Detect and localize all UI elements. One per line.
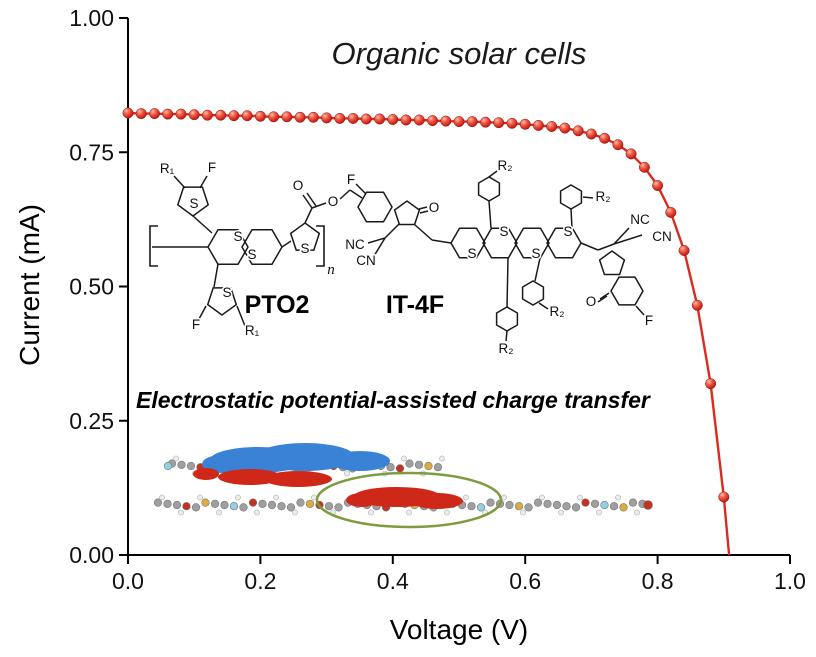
it4f-o-left-label: O (429, 200, 440, 215)
it4f-r2-top-b-label: R₂ (596, 189, 611, 204)
it4f-f-right-label: F (645, 313, 653, 328)
x-tick-label: 0.8 (642, 568, 674, 594)
chart-title: Organic solar cells (331, 36, 587, 71)
pto2-r1-top-label: R₁ (160, 161, 175, 176)
x-axis-title: Voltage (V) (389, 614, 529, 645)
it4f-s1-label: S (467, 246, 476, 261)
pto2-r1-bottom-label: R₁ (245, 323, 260, 338)
pto2-f-top-label: F (208, 160, 216, 175)
pto2-f-bottom-label: F (192, 317, 200, 332)
pto2-o-ester-label: O (328, 194, 339, 209)
tick-labels: 0.0 0.2 0.4 0.6 0.8 1.0 0.00 0.25 0.50 0.75 1.00 (69, 5, 806, 594)
it4f-s2-label: S (499, 224, 508, 239)
jv-curve-markers (122, 107, 730, 503)
esp-visualization (153, 443, 653, 516)
x-tick-label: 1.0 (774, 568, 806, 594)
x-tick-label: 0.4 (377, 568, 409, 594)
y-axis-title: Current (mA) (14, 204, 45, 366)
molecule-bond-lines (149, 170, 645, 342)
pto2-n-subscript: n (327, 262, 335, 278)
y-tick-label: 0.50 (69, 274, 114, 300)
pto2-s-core-b-label: S (247, 247, 256, 262)
it4f-r2-top-a-label: R₂ (498, 158, 513, 173)
pto2-name-label: PTO2 (245, 291, 310, 319)
x-tick-label: 0.0 (112, 568, 144, 594)
charge-transfer-highlight-ellipse (315, 471, 503, 529)
it4f-s4-label: S (563, 224, 572, 239)
tick-marks (119, 17, 791, 564)
it4f-f-left-label: F (347, 172, 355, 187)
it4f-nc-left-label: NC (345, 237, 365, 252)
it4f-o-right-label: O (586, 294, 597, 309)
pto2-s-bottom-label: S (222, 285, 231, 300)
pto2-structure: R₁ F S S S O O S n S F R₁ PTO2 (158, 159, 339, 340)
it4f-nc-right-label: NC (630, 212, 650, 227)
y-tick-label: 0.00 (69, 542, 114, 568)
pto2-s-top-label: S (189, 196, 198, 211)
annotation-text: Electrostatic potential-assisted charge … (136, 387, 650, 413)
it4f-s3-label: S (531, 246, 540, 261)
it4f-name-label: IT-4F (386, 291, 444, 319)
pto2-s-core-a-label: S (233, 229, 242, 244)
it4f-structure: F O NC CN S S S S R₂ R₂ R₂ R₂ NC CN O F … (344, 157, 674, 358)
y-tick-label: 1.00 (69, 5, 114, 31)
pto2-s-right-label: S (300, 241, 309, 256)
it4f-cn-right-label: CN (652, 229, 672, 244)
x-tick-label: 0.6 (509, 568, 541, 594)
y-tick-label: 0.75 (69, 139, 114, 165)
pto2-o-carbonyl-label: O (293, 178, 304, 193)
it4f-r2-bottom-b-label: R₂ (499, 341, 514, 356)
it4f-cn-left-label: CN (356, 253, 376, 268)
y-tick-label: 0.25 (69, 408, 114, 434)
it4f-r2-bottom-a-label: R₂ (550, 304, 565, 319)
x-tick-label: 0.2 (244, 568, 276, 594)
